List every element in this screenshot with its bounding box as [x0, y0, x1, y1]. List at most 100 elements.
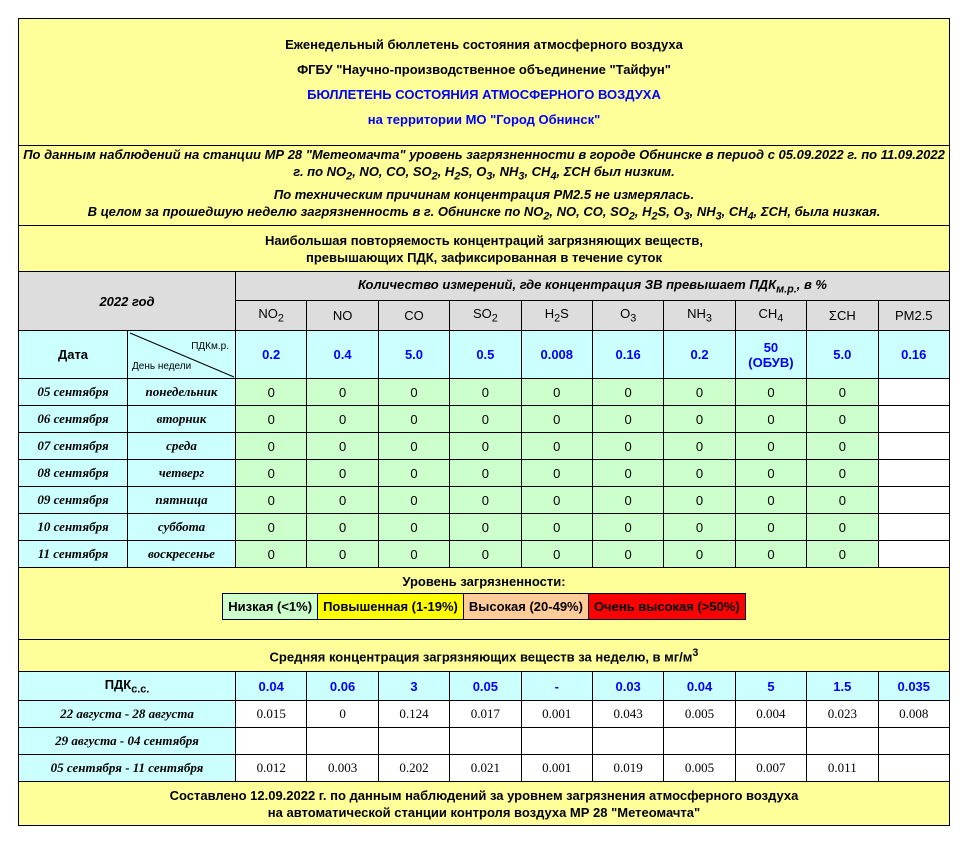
week-value: 0.012: [234, 754, 308, 783]
day-value: [877, 432, 951, 461]
day-value: 0: [663, 513, 736, 542]
legend-item: Очень высокая (>50%): [588, 594, 745, 620]
legend-item: Низкая (<1%): [223, 594, 319, 620]
day-value: 0: [806, 405, 879, 434]
table-row: Составлено 12.09.2022 г. по данным наблю…: [18, 781, 950, 827]
week-value: [663, 727, 736, 756]
pollutant-header: PM2.5: [877, 300, 951, 332]
day-value: 0: [663, 378, 736, 407]
day-weekday: воскресенье: [127, 540, 236, 569]
day-value: 0: [234, 486, 308, 515]
day-weekday: среда: [127, 432, 236, 461]
year-label: 2022 год: [18, 271, 236, 332]
week-value: 0.202: [377, 754, 451, 783]
day-value: 0: [806, 486, 879, 515]
day-value: 0: [306, 405, 379, 434]
week-period: 22 августа - 28 августа: [18, 700, 236, 729]
week-value: 0.003: [306, 754, 379, 783]
day-date: 08 сентября: [18, 459, 128, 488]
day-value: 0: [520, 378, 593, 407]
day-date: 11 сентября: [18, 540, 128, 569]
table-row: Средняя концентрация загрязняющих вещест…: [18, 639, 950, 673]
day-value: 0: [591, 432, 665, 461]
day-value: 0: [520, 513, 593, 542]
day-value: 0: [377, 432, 451, 461]
week-value: 0.023: [806, 700, 879, 729]
legend-item: Повышенная (1-19%): [318, 594, 464, 620]
pdk-mr-value: 0.2: [663, 330, 736, 380]
header-line3: БЮЛЛЕТЕНЬ СОСТОЯНИЯ АТМОСФЕРНОГО ВОЗДУХА: [307, 87, 661, 102]
day-value: 0: [663, 486, 736, 515]
pdk-ss-value: 0.05: [449, 671, 522, 702]
week-value: 0.001: [520, 700, 593, 729]
week-value: [377, 727, 451, 756]
day-weekday: четверг: [127, 459, 236, 488]
pdk-ss-value: 0.04: [663, 671, 736, 702]
pdk-ss-value: 1.5: [806, 671, 879, 702]
day-weekday: понедельник: [127, 378, 236, 407]
pdk-mr-value: 0.16: [591, 330, 665, 380]
week-value: 0.017: [449, 700, 522, 729]
day-value: 0: [734, 405, 808, 434]
day-date: 05 сентября: [18, 378, 128, 407]
week-value: 0.008: [877, 700, 951, 729]
pdk-mr-value: 5.0: [377, 330, 451, 380]
day-value: 0: [734, 486, 808, 515]
pdk-ss-value: 5: [734, 671, 808, 702]
pdk-mr-label: ПДКм.р.: [191, 341, 229, 353]
pdk-mr-value: 0.4: [306, 330, 379, 380]
day-value: 0: [806, 513, 879, 542]
day-value: [877, 459, 951, 488]
day-value: 0: [306, 378, 379, 407]
day-value: 0: [449, 405, 522, 434]
pdk-mr-value: 0.16: [877, 330, 951, 380]
day-value: 0: [663, 432, 736, 461]
day-value: 0: [520, 405, 593, 434]
week-value: 0.124: [377, 700, 451, 729]
day-value: 0: [234, 378, 308, 407]
week-value: 0.007: [734, 754, 808, 783]
table-row: 22 августа - 28 августа 0.015 0 0.124 0.017 0…: [18, 700, 951, 729]
day-value: 0: [591, 540, 665, 569]
day-value: 0: [377, 378, 451, 407]
day-value: 0: [306, 513, 379, 542]
pdk-ss-value: 0.06: [306, 671, 379, 702]
day-value: 0: [520, 540, 593, 569]
header-line4: на территории МО "Город Обнинск": [367, 112, 601, 127]
legend: Низкая (<1%) Повышенная (1-19%) Высокая (2…: [222, 593, 746, 621]
pdk-mr-value: 5.0: [806, 330, 879, 380]
legend-item: Высокая (20-49%): [463, 594, 589, 620]
week-value: 0.001: [520, 754, 593, 783]
table-row: 11 сентября воскресенье 0 0 0 0 0 0 0 0 0: [18, 540, 951, 569]
weekday-label: День недели: [132, 361, 192, 373]
day-weekday: пятница: [127, 486, 236, 515]
day-value: 0: [377, 540, 451, 569]
week-value: 0.015: [234, 700, 308, 729]
day-value: 0: [663, 405, 736, 434]
pdk-mr-value: 0.2: [234, 330, 308, 380]
day-value: 0: [234, 405, 308, 434]
day-value: 0: [663, 459, 736, 488]
day-value: [877, 486, 951, 515]
day-value: 0: [806, 432, 879, 461]
pdk-mr-value: 50 (ОБУВ): [734, 330, 808, 380]
table-row: 05 сентября - 11 сентября 0.012 0.003 0.202…: [18, 754, 951, 783]
day-value: 0: [734, 459, 808, 488]
day-value: 0: [806, 378, 879, 407]
table-row: 10 сентября суббота 0 0 0 0 0 0 0 0 0: [18, 513, 951, 542]
legend-block: Уровень загрязненности: Низкая (<1%) Повыш…: [18, 567, 950, 641]
week-value: [306, 727, 379, 756]
table-row: 07 сентября среда 0 0 0 0 0 0 0 0 0: [18, 432, 951, 461]
week-period: 05 сентября - 11 сентября: [18, 754, 236, 783]
pdk-ss-label: ПДКс.с.: [18, 671, 236, 702]
bulletin-table: Еженедельный бюллетень состояния атмосфе…: [18, 18, 951, 827]
table-row: 05 сентября понедельник 0 0 0 0 0 0 0 0 0: [18, 378, 951, 407]
day-date: 09 сентября: [18, 486, 128, 515]
week-value: [234, 727, 308, 756]
summary-p2: По техническим причинам концентрация PM2…: [273, 186, 695, 202]
summary-p1: По данным наблюдений на станции МР 28 "М…: [23, 147, 945, 183]
day-value: [877, 513, 951, 542]
day-value: 0: [377, 486, 451, 515]
day-value: [877, 405, 951, 434]
summary-p3: В целом за прошедшую неделю загрязненнос…: [87, 203, 881, 223]
